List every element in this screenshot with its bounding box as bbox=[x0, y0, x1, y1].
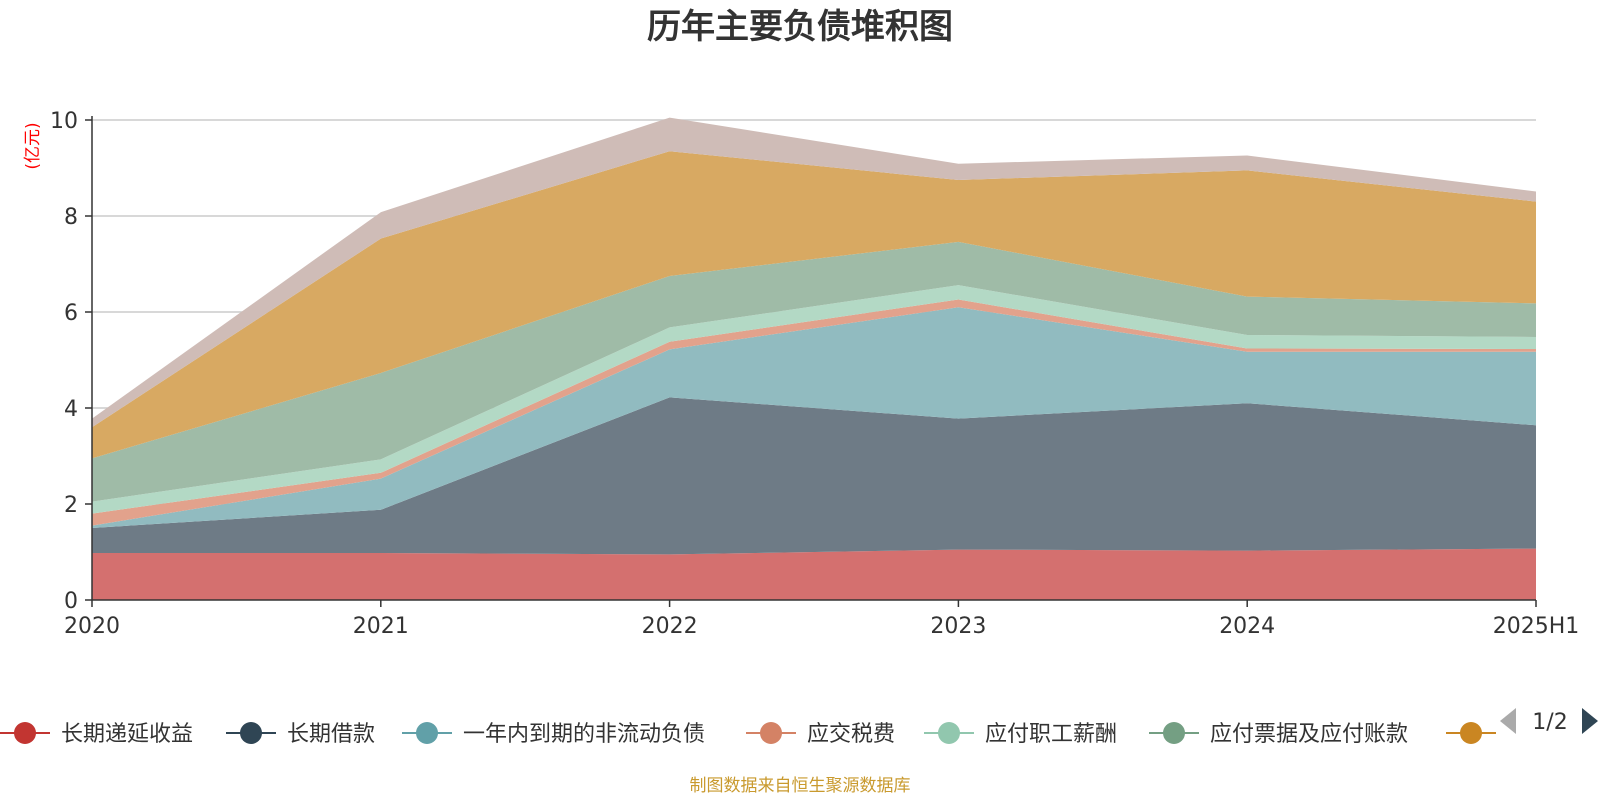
x-tick-label: 2024 bbox=[1219, 614, 1275, 639]
legend-item-6[interactable] bbox=[1446, 722, 1496, 744]
y-tick-label: 2 bbox=[64, 493, 78, 518]
legend-label: 应交税费 bbox=[807, 722, 895, 747]
area-series-7 bbox=[92, 117, 1536, 428]
legend-label: 长期借款 bbox=[287, 722, 375, 747]
legend-marker-icon bbox=[760, 722, 782, 744]
legend-label: 一年内到期的非流动负债 bbox=[463, 722, 705, 747]
chart-title: 历年主要负债堆积图 bbox=[647, 7, 953, 47]
y-axis-unit: (亿元) bbox=[23, 122, 43, 169]
area-series-5 bbox=[92, 241, 1536, 502]
area-series-6 bbox=[92, 151, 1536, 459]
area-series-group bbox=[92, 117, 1536, 600]
legend-pager[interactable]: 1/2 bbox=[1500, 708, 1598, 735]
x-tick-label: 2025H1 bbox=[1493, 614, 1580, 639]
y-tick-label: 8 bbox=[64, 205, 78, 230]
legend-label: 长期递延收益 bbox=[61, 722, 193, 747]
y-tick-label: 4 bbox=[64, 397, 78, 422]
pager-prev-icon[interactable] bbox=[1500, 708, 1516, 734]
y-tick-label: 6 bbox=[64, 301, 78, 326]
legend-label: 应付职工薪酬 bbox=[985, 722, 1117, 747]
area-series-0 bbox=[92, 548, 1536, 600]
legend[interactable]: 长期递延收益 长期借款 一年内到期的非流动负债 应交税费 应付职工薪酬 应付票据及应付账款 bbox=[0, 722, 1496, 747]
legend-marker-icon bbox=[14, 722, 36, 744]
source-note: 制图数据来自恒生聚源数据库 bbox=[690, 776, 911, 796]
legend-label: 应付票据及应付账款 bbox=[1210, 722, 1408, 747]
area-series-2 bbox=[92, 307, 1536, 528]
legend-marker-icon bbox=[240, 722, 262, 744]
legend-marker-icon bbox=[416, 722, 438, 744]
x-tick-label: 2023 bbox=[930, 614, 986, 639]
x-tick-label: 2021 bbox=[353, 614, 409, 639]
legend-item-4[interactable]: 应付职工薪酬 bbox=[924, 722, 1117, 747]
legend-marker-icon bbox=[1460, 722, 1482, 744]
area-series-1 bbox=[92, 397, 1536, 555]
y-tick-label: 10 bbox=[50, 109, 78, 134]
axes: 0 2 4 6 8 10 2020 2021 2022 2023 2024 2025H1 bbox=[50, 109, 1579, 639]
pager-label: 1/2 bbox=[1532, 710, 1567, 735]
y-tick-label: 0 bbox=[64, 589, 78, 614]
legend-item-3[interactable]: 应交税费 bbox=[746, 722, 895, 747]
legend-item-2[interactable]: 一年内到期的非流动负债 bbox=[402, 722, 705, 747]
legend-item-5[interactable]: 应付票据及应付账款 bbox=[1149, 722, 1408, 747]
pager-next-icon[interactable] bbox=[1582, 708, 1598, 734]
legend-item-1[interactable]: 长期借款 bbox=[226, 722, 375, 747]
legend-marker-icon bbox=[1163, 722, 1185, 744]
legend-marker-icon bbox=[938, 722, 960, 744]
area-series-4 bbox=[92, 285, 1536, 514]
legend-item-0[interactable]: 长期递延收益 bbox=[0, 722, 193, 747]
x-tick-label: 2020 bbox=[64, 614, 120, 639]
x-tick-label: 2022 bbox=[642, 614, 698, 639]
